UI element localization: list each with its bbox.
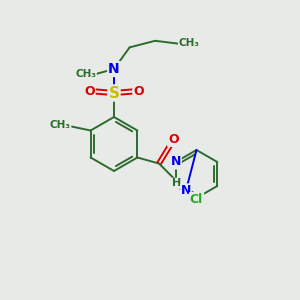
Text: H: H [172,178,182,188]
Text: O: O [168,133,179,146]
Text: O: O [133,85,144,98]
Text: CH₃: CH₃ [179,38,200,48]
Text: O: O [84,85,95,98]
Text: N: N [181,184,191,197]
Text: S: S [109,85,119,100]
Text: N: N [170,155,181,169]
Text: CH₃: CH₃ [75,69,96,79]
Text: CH₃: CH₃ [50,120,70,130]
Text: Cl: Cl [190,193,203,206]
Text: N: N [108,62,120,76]
